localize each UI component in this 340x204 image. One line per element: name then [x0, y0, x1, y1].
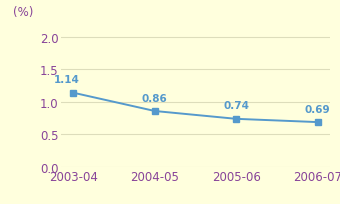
Text: 0.74: 0.74	[223, 101, 249, 111]
Text: (%): (%)	[13, 6, 33, 19]
Text: 0.86: 0.86	[142, 93, 168, 103]
Text: 0.69: 0.69	[305, 104, 330, 114]
Text: 1.14: 1.14	[53, 75, 80, 85]
